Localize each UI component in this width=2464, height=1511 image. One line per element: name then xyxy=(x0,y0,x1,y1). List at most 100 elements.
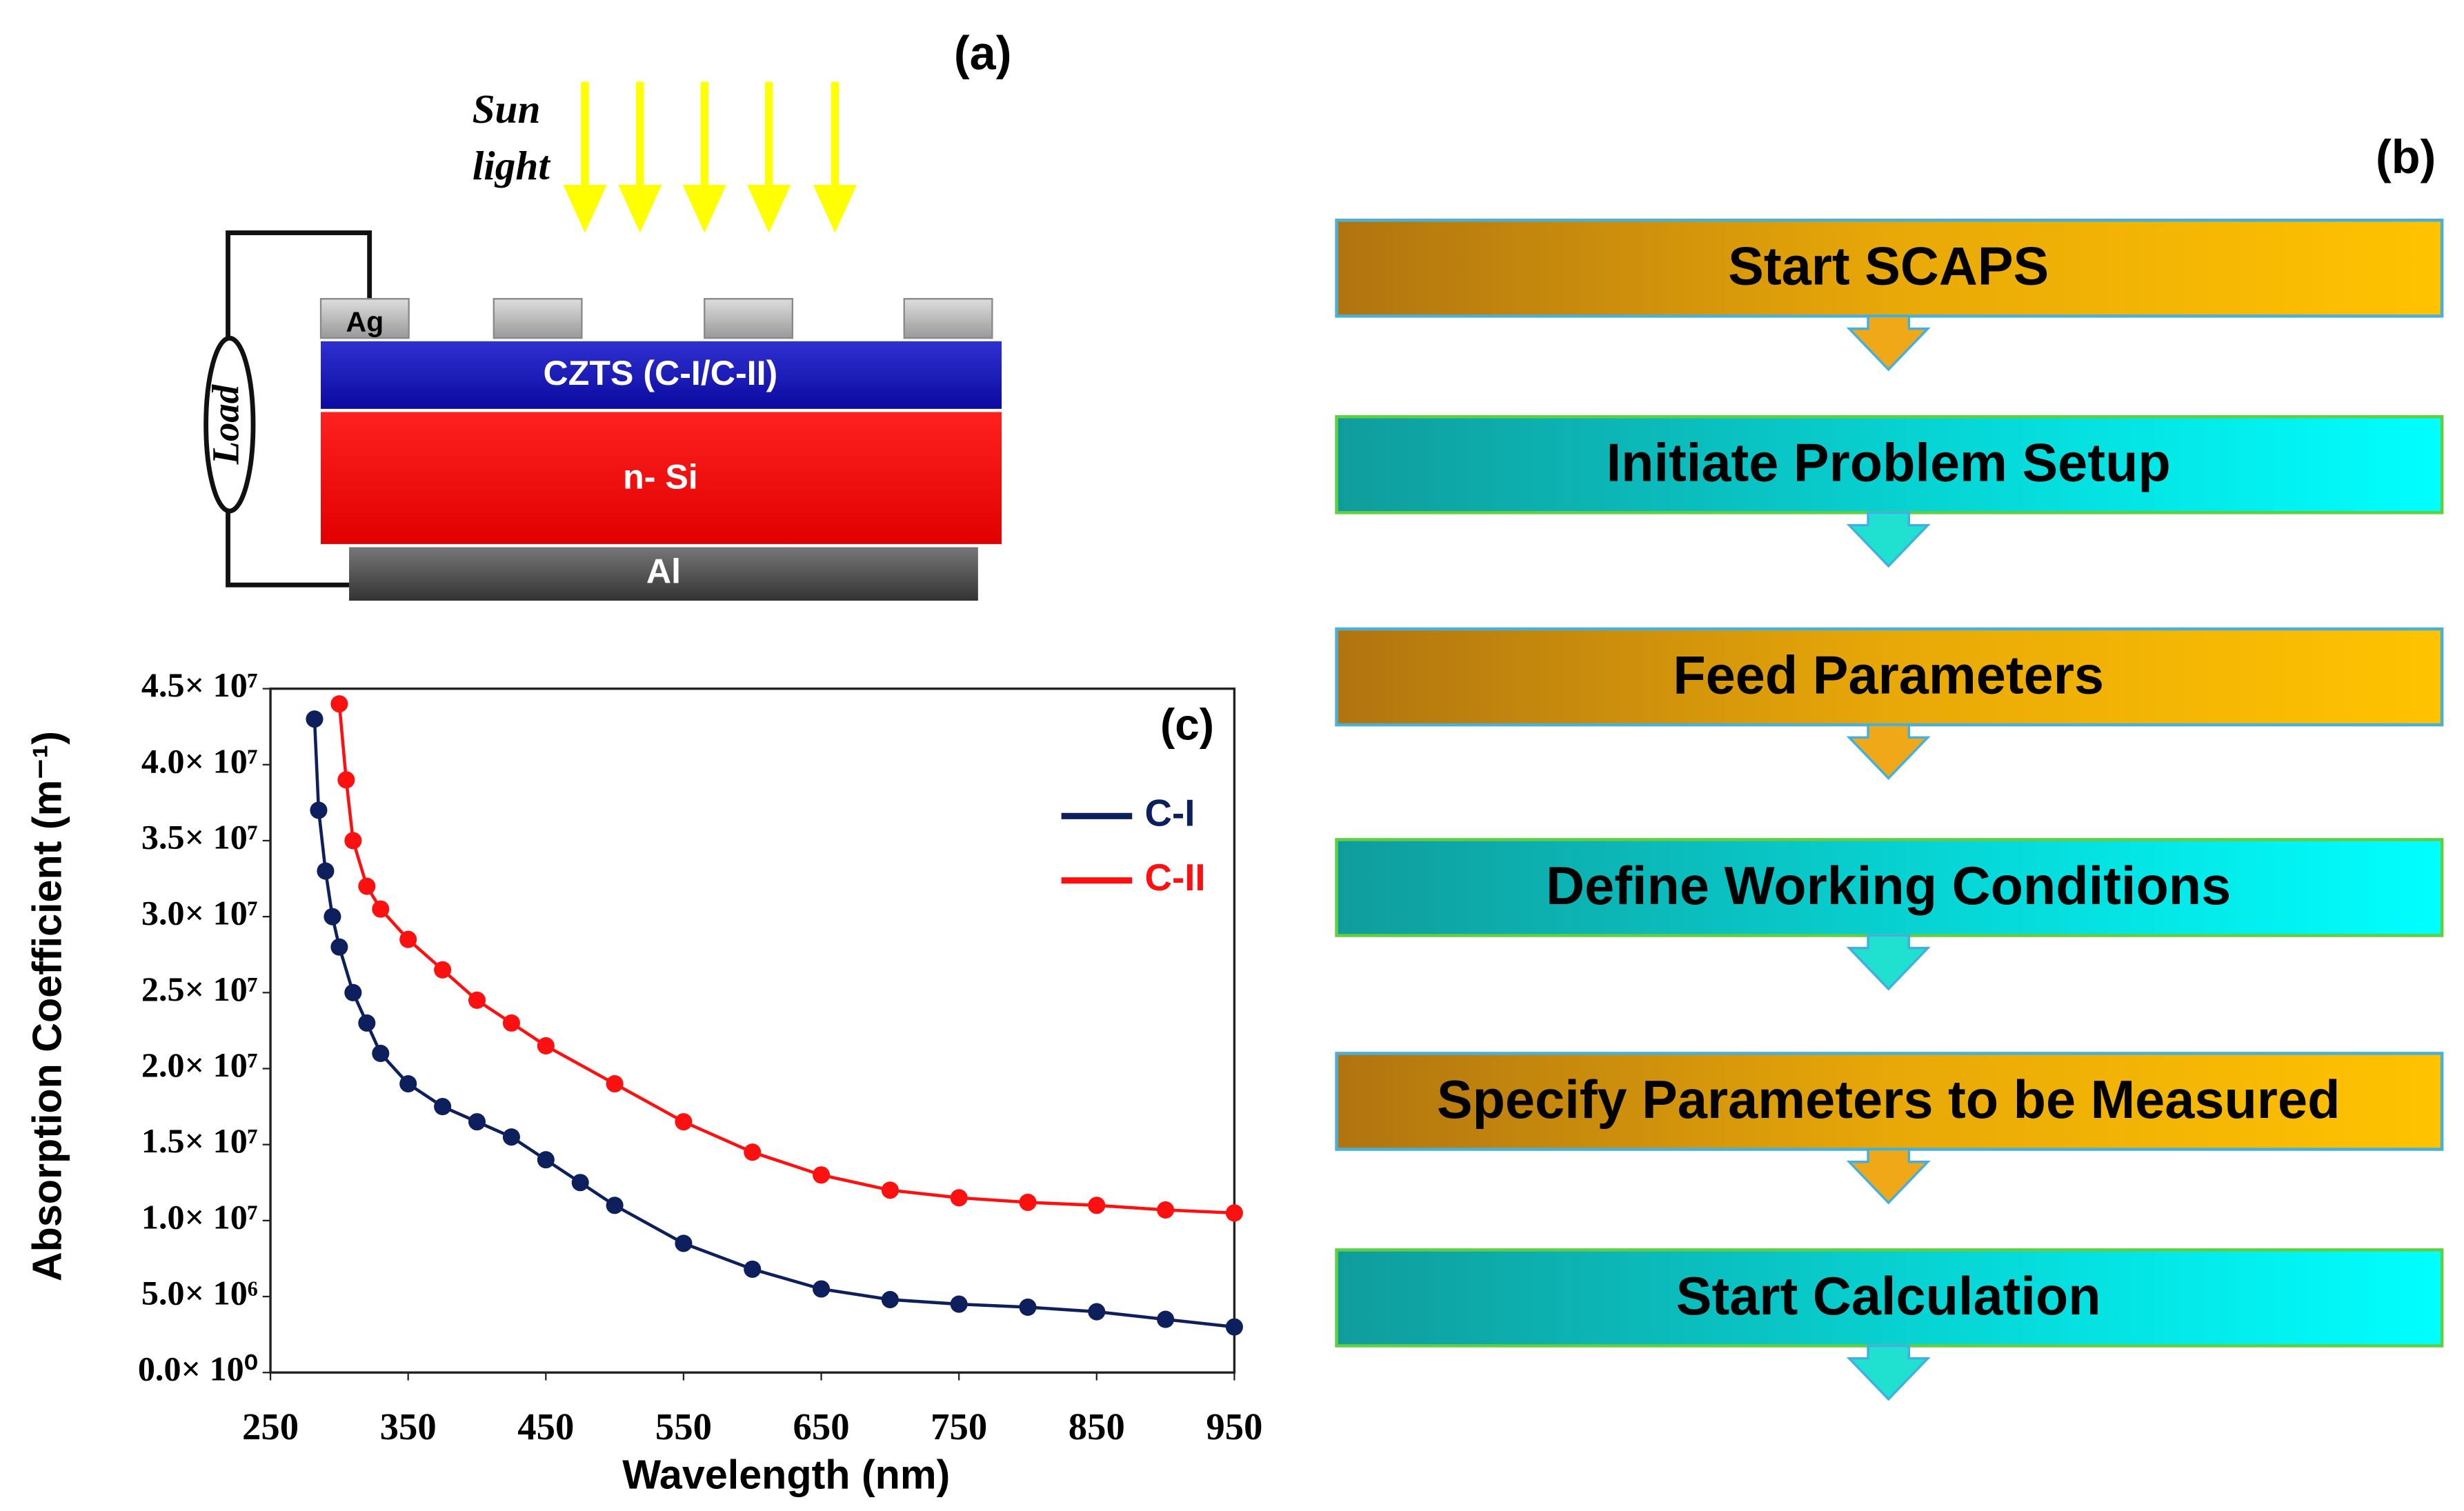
data-point xyxy=(330,695,348,713)
data-point xyxy=(1019,1193,1037,1211)
wire xyxy=(226,511,350,588)
chart: (c) Wavelength (nm) Absorption Coefficie… xyxy=(24,666,1263,1497)
contacts xyxy=(319,298,993,339)
data-point xyxy=(1088,1197,1106,1214)
sun-arrows xyxy=(563,81,857,233)
y-tick-label: 4.0× 10⁷ xyxy=(141,741,258,780)
step-box xyxy=(1335,1052,2444,1151)
data-point xyxy=(537,1037,555,1054)
data-point xyxy=(317,862,335,880)
step-label: Initiate Problem Setup xyxy=(1607,434,2171,493)
data-point xyxy=(571,1174,589,1192)
x-tick-label: 250 xyxy=(242,1405,299,1448)
step-arrow xyxy=(1846,1344,1931,1401)
data-point xyxy=(434,961,452,979)
data-point xyxy=(372,1044,390,1063)
sun-label: Sun xyxy=(473,86,541,132)
flowchart: Start SCAPS Initiate Problem Setup Feed Pa… xyxy=(1335,219,2444,1401)
x-tick-label: 350 xyxy=(380,1405,437,1448)
step-arrow xyxy=(1846,723,1931,781)
data-point xyxy=(399,1075,417,1093)
data-point xyxy=(744,1260,762,1278)
panel-label: (b) xyxy=(2376,131,2436,183)
legend-label: C-II xyxy=(1144,856,1205,899)
al-layer xyxy=(349,547,978,601)
panel-label: (a) xyxy=(954,27,1012,79)
step-label: Specify Parameters to be Measured xyxy=(1437,1070,2340,1130)
plot-frame xyxy=(269,687,1236,1374)
wire xyxy=(226,230,372,339)
data-point xyxy=(813,1166,831,1184)
data-point xyxy=(468,1113,486,1131)
y-tick-label: 2.5× 10⁷ xyxy=(141,970,258,1008)
data-point xyxy=(358,877,376,895)
x-tick-label: 550 xyxy=(655,1405,712,1448)
y-tick-label: 0.0× 10⁰ xyxy=(138,1350,258,1388)
data-point xyxy=(950,1189,968,1207)
data-point xyxy=(358,1014,376,1032)
si-label: n- Si xyxy=(623,458,698,497)
czts-label: CZTS (C-I/C-II) xyxy=(544,354,778,392)
y-tick-label: 4.5× 10⁷ xyxy=(141,666,258,704)
y-tick-label: 5.0× 10⁶ xyxy=(141,1274,258,1312)
y-tick-label: 3.5× 10⁷ xyxy=(141,817,258,856)
step-label: Define Working Conditions xyxy=(1546,857,2231,916)
data-point xyxy=(744,1143,762,1161)
data-point xyxy=(1157,1310,1175,1328)
y-tick-label: 1.5× 10⁷ xyxy=(141,1121,258,1160)
al-label: Al xyxy=(646,552,681,590)
data-point xyxy=(1019,1298,1037,1316)
step-label: Start SCAPS xyxy=(1728,237,2049,297)
step-label: Feed Parameters xyxy=(1673,646,2104,705)
x-tick-label: 650 xyxy=(793,1405,850,1448)
data-point xyxy=(344,983,362,1001)
data-point xyxy=(502,1128,520,1146)
ag-label: Ag xyxy=(346,306,384,338)
data-point xyxy=(813,1280,831,1298)
data-point xyxy=(1088,1303,1106,1321)
legend-label: C-I xyxy=(1144,792,1195,834)
step-box xyxy=(1335,627,2444,727)
data-point xyxy=(606,1075,624,1093)
data-point xyxy=(675,1113,693,1131)
y-tick-label: 3.0× 10⁷ xyxy=(141,894,258,932)
data-point xyxy=(1225,1318,1243,1336)
step-label: Start Calculation xyxy=(1676,1267,2101,1326)
data-point xyxy=(537,1151,555,1169)
data-point xyxy=(372,900,390,918)
step-arrow xyxy=(1846,314,1931,372)
x-tick-label: 450 xyxy=(517,1405,574,1448)
data-point xyxy=(399,930,417,948)
data-point xyxy=(344,832,362,850)
data-point xyxy=(337,771,355,789)
data-point xyxy=(606,1197,624,1214)
load-label: Load xyxy=(204,383,246,465)
step-box xyxy=(1335,219,2444,318)
data-point xyxy=(310,801,328,819)
device-diagram: (a) Sun light Load Ag CZTS (C-I/C-II) n-… xyxy=(203,27,1012,601)
x-axis-label: Wavelength (nm) xyxy=(622,1452,950,1498)
data-point xyxy=(675,1234,693,1252)
x-tick-label: 950 xyxy=(1206,1405,1262,1448)
czts-layer xyxy=(321,341,1002,409)
x-tick-label: 850 xyxy=(1069,1405,1125,1448)
step-box xyxy=(1335,1248,2444,1348)
data-point xyxy=(306,710,324,728)
step-arrow xyxy=(1846,1148,1931,1205)
load xyxy=(203,335,256,514)
data-point xyxy=(950,1295,968,1313)
y-axis-label: Absorption Coefficient (m⁻¹) xyxy=(24,731,70,1281)
x-tick-label: 750 xyxy=(931,1405,987,1448)
data-point xyxy=(468,991,486,1009)
data-point xyxy=(881,1181,899,1199)
data-point xyxy=(502,1014,520,1032)
step-arrow xyxy=(1846,511,1931,568)
data-point xyxy=(1225,1204,1243,1222)
series-line xyxy=(312,719,1235,1329)
sun-label: light xyxy=(473,143,551,188)
panel-label: (c) xyxy=(1160,699,1214,749)
data-point xyxy=(330,938,348,956)
si-layer xyxy=(321,412,1002,544)
